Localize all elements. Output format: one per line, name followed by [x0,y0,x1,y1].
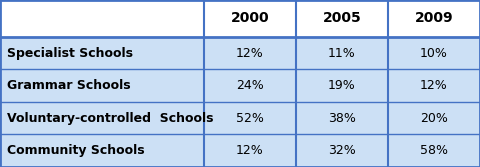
Bar [0,0,480,37]
Text: 11%: 11% [328,47,356,59]
Text: 12%: 12% [420,79,448,92]
Text: 24%: 24% [236,79,264,92]
Text: Specialist Schools: Specialist Schools [7,47,133,59]
Bar [0,69,480,102]
Text: 38%: 38% [328,112,356,125]
Bar [0,102,480,134]
Text: 2000: 2000 [230,11,269,25]
Text: Community Schools: Community Schools [7,144,145,157]
Text: 58%: 58% [420,144,448,157]
Text: 19%: 19% [328,79,356,92]
Bar [0,37,480,69]
Text: 2005: 2005 [323,11,361,25]
Text: 32%: 32% [328,144,356,157]
Text: 10%: 10% [420,47,448,59]
Bar [0,134,480,167]
Text: 12%: 12% [236,144,264,157]
Text: 2009: 2009 [415,11,453,25]
Text: Grammar Schools: Grammar Schools [7,79,131,92]
Text: Voluntary-controlled  Schools: Voluntary-controlled Schools [7,112,214,125]
Text: 12%: 12% [236,47,264,59]
Text: 52%: 52% [236,112,264,125]
Text: 20%: 20% [420,112,448,125]
